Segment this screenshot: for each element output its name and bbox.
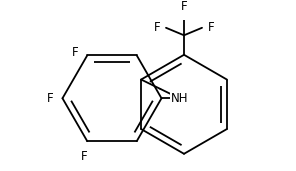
Text: NH: NH — [171, 92, 188, 105]
Text: F: F — [72, 46, 78, 59]
Text: F: F — [208, 21, 215, 34]
Text: F: F — [153, 21, 160, 34]
Text: F: F — [181, 0, 187, 13]
Text: F: F — [81, 150, 88, 163]
Text: F: F — [47, 92, 54, 105]
